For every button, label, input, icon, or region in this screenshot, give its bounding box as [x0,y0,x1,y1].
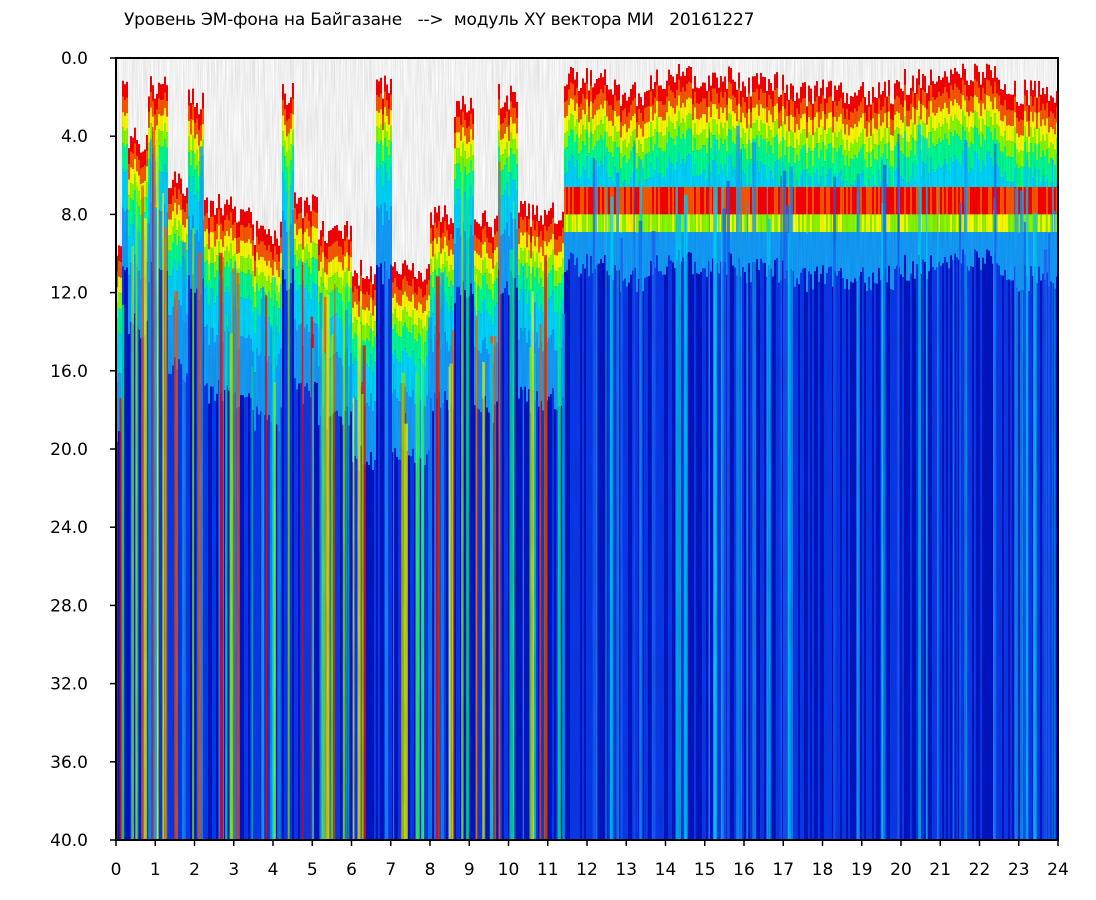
x-tick-label: 11 [537,860,559,880]
x-tick-label: 22 [969,860,991,880]
x-tick-label: 14 [655,860,677,880]
x-tick-label: 12 [576,860,598,880]
x-tick-label: 2 [189,860,200,880]
x-tick-label: 24 [1047,860,1069,880]
x-tick-label: 18 [812,860,834,880]
y-tick-label: 32.0 [50,675,88,695]
x-tick-label: 4 [268,860,279,880]
x-tick-label: 10 [498,860,520,880]
x-tick-label: 8 [425,860,436,880]
x-tick-label: 9 [464,860,475,880]
texture-overlay [116,58,1058,840]
y-tick-label: 4.0 [61,127,88,147]
y-tick-label: 0.0 [61,49,88,69]
x-tick-label: 15 [694,860,716,880]
chart-title: Уровень ЭМ-фона на Байгазане --> модуль … [124,10,755,30]
x-tick-label: 1 [150,860,161,880]
x-tick-label: 5 [307,860,318,880]
y-tick-label: 24.0 [50,518,88,538]
x-tick-label: 21 [929,860,951,880]
x-tick-label: 19 [851,860,873,880]
x-tick-label: 6 [346,860,357,880]
y-tick-label: 12.0 [50,284,88,304]
x-tick-label: 7 [385,860,396,880]
x-tick-label: 20 [890,860,912,880]
y-tick-label: 8.0 [61,205,88,225]
y-tick-label: 36.0 [50,753,88,773]
x-tick-label: 17 [772,860,794,880]
x-tick-label: 3 [228,860,239,880]
y-tick-label: 40.0 [50,831,88,851]
y-tick-label: 16.0 [50,362,88,382]
x-tick-label: 13 [615,860,637,880]
x-tick-label: 0 [111,860,122,880]
y-tick-label: 20.0 [50,440,88,460]
x-tick-label: 16 [733,860,755,880]
y-tick-label: 28.0 [50,596,88,616]
x-tick-label: 23 [1008,860,1030,880]
axes: 0.0 4.0 8.0 12.0 16.0 20.0 24.0 28.0 32.0 36.0 40.… [50,49,1069,880]
